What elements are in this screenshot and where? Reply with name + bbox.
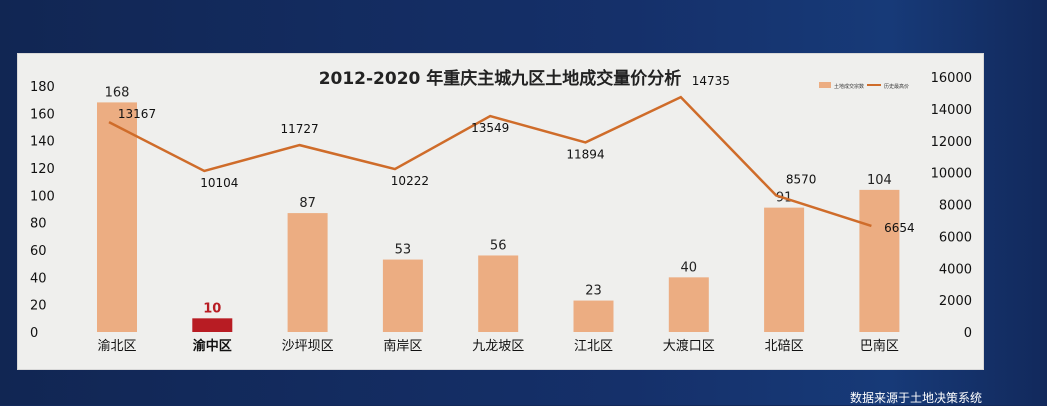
bar-label: 56 [490, 238, 507, 253]
y-right-tick: 12000 [931, 135, 972, 150]
y-left-tick: 20 [30, 299, 47, 314]
x-tick: 江北区 [574, 339, 613, 354]
bar-label: 10 [203, 301, 221, 316]
y-left-tick: 160 [30, 107, 55, 122]
y-left-tick: 40 [30, 271, 47, 286]
x-tick: 北碚区 [765, 339, 804, 354]
line-label: 13549 [471, 121, 509, 135]
line-label: 10222 [391, 174, 429, 188]
bar [288, 213, 328, 332]
x-tick: 渝北区 [97, 338, 136, 354]
x-tick: 南岸区 [383, 338, 422, 354]
x-tick: 沙坪坝区 [282, 339, 334, 354]
source-note: 数据来源于土地决策系统 [850, 389, 982, 406]
line-series [109, 97, 871, 226]
y-right-tick: 14000 [931, 103, 972, 118]
line-label: 6654 [884, 221, 915, 235]
bar [574, 301, 614, 332]
bar-label: 40 [681, 260, 698, 275]
y-right-tick: 8000 [939, 199, 972, 214]
bar [669, 277, 709, 332]
bar [478, 255, 518, 332]
x-tick: 巴南区 [860, 338, 899, 354]
bar [383, 260, 423, 332]
y-left-tick: 120 [30, 162, 55, 177]
y-right-tick: 0 [964, 326, 972, 341]
bar [859, 190, 899, 332]
x-tick: 九龙坡区 [472, 339, 524, 354]
y-left-tick: 100 [30, 189, 55, 204]
y-left-tick: 140 [30, 135, 55, 150]
legend-line-label: 历史最高价 [884, 83, 909, 90]
x-tick: 渝中区 [193, 338, 232, 354]
y-left-tick: 60 [30, 244, 47, 259]
y-left-tick: 180 [30, 80, 55, 95]
bar [764, 208, 804, 332]
line-label: 10104 [200, 176, 238, 190]
line-label: 11727 [281, 122, 319, 136]
y-right-tick: 10000 [931, 167, 972, 182]
line-label: 13167 [118, 107, 156, 121]
bar-label: 23 [585, 284, 602, 299]
x-tick: 大渡口区 [663, 338, 715, 354]
y-left-tick: 0 [30, 326, 38, 341]
bar-label: 104 [867, 173, 892, 188]
chart-title: 2012-2020 年重庆主城九区土地成交量价分析 [319, 68, 682, 89]
bar [192, 318, 232, 332]
line-label: 14735 [692, 74, 730, 88]
bar-label: 87 [299, 196, 316, 211]
y-left-tick: 80 [30, 217, 47, 232]
y-right-tick: 6000 [939, 230, 972, 245]
bar-label: 53 [395, 243, 412, 258]
legend-bar-swatch [819, 82, 831, 88]
line-label: 8570 [786, 172, 817, 186]
y-right-tick: 16000 [931, 71, 972, 86]
y-right-tick: 4000 [939, 262, 972, 277]
legend-bar-label: 土地成交宗数 [834, 83, 864, 90]
y-right-tick: 2000 [939, 294, 972, 309]
bar [97, 102, 137, 332]
line-label: 11894 [566, 147, 604, 161]
bar-label: 168 [105, 85, 130, 100]
